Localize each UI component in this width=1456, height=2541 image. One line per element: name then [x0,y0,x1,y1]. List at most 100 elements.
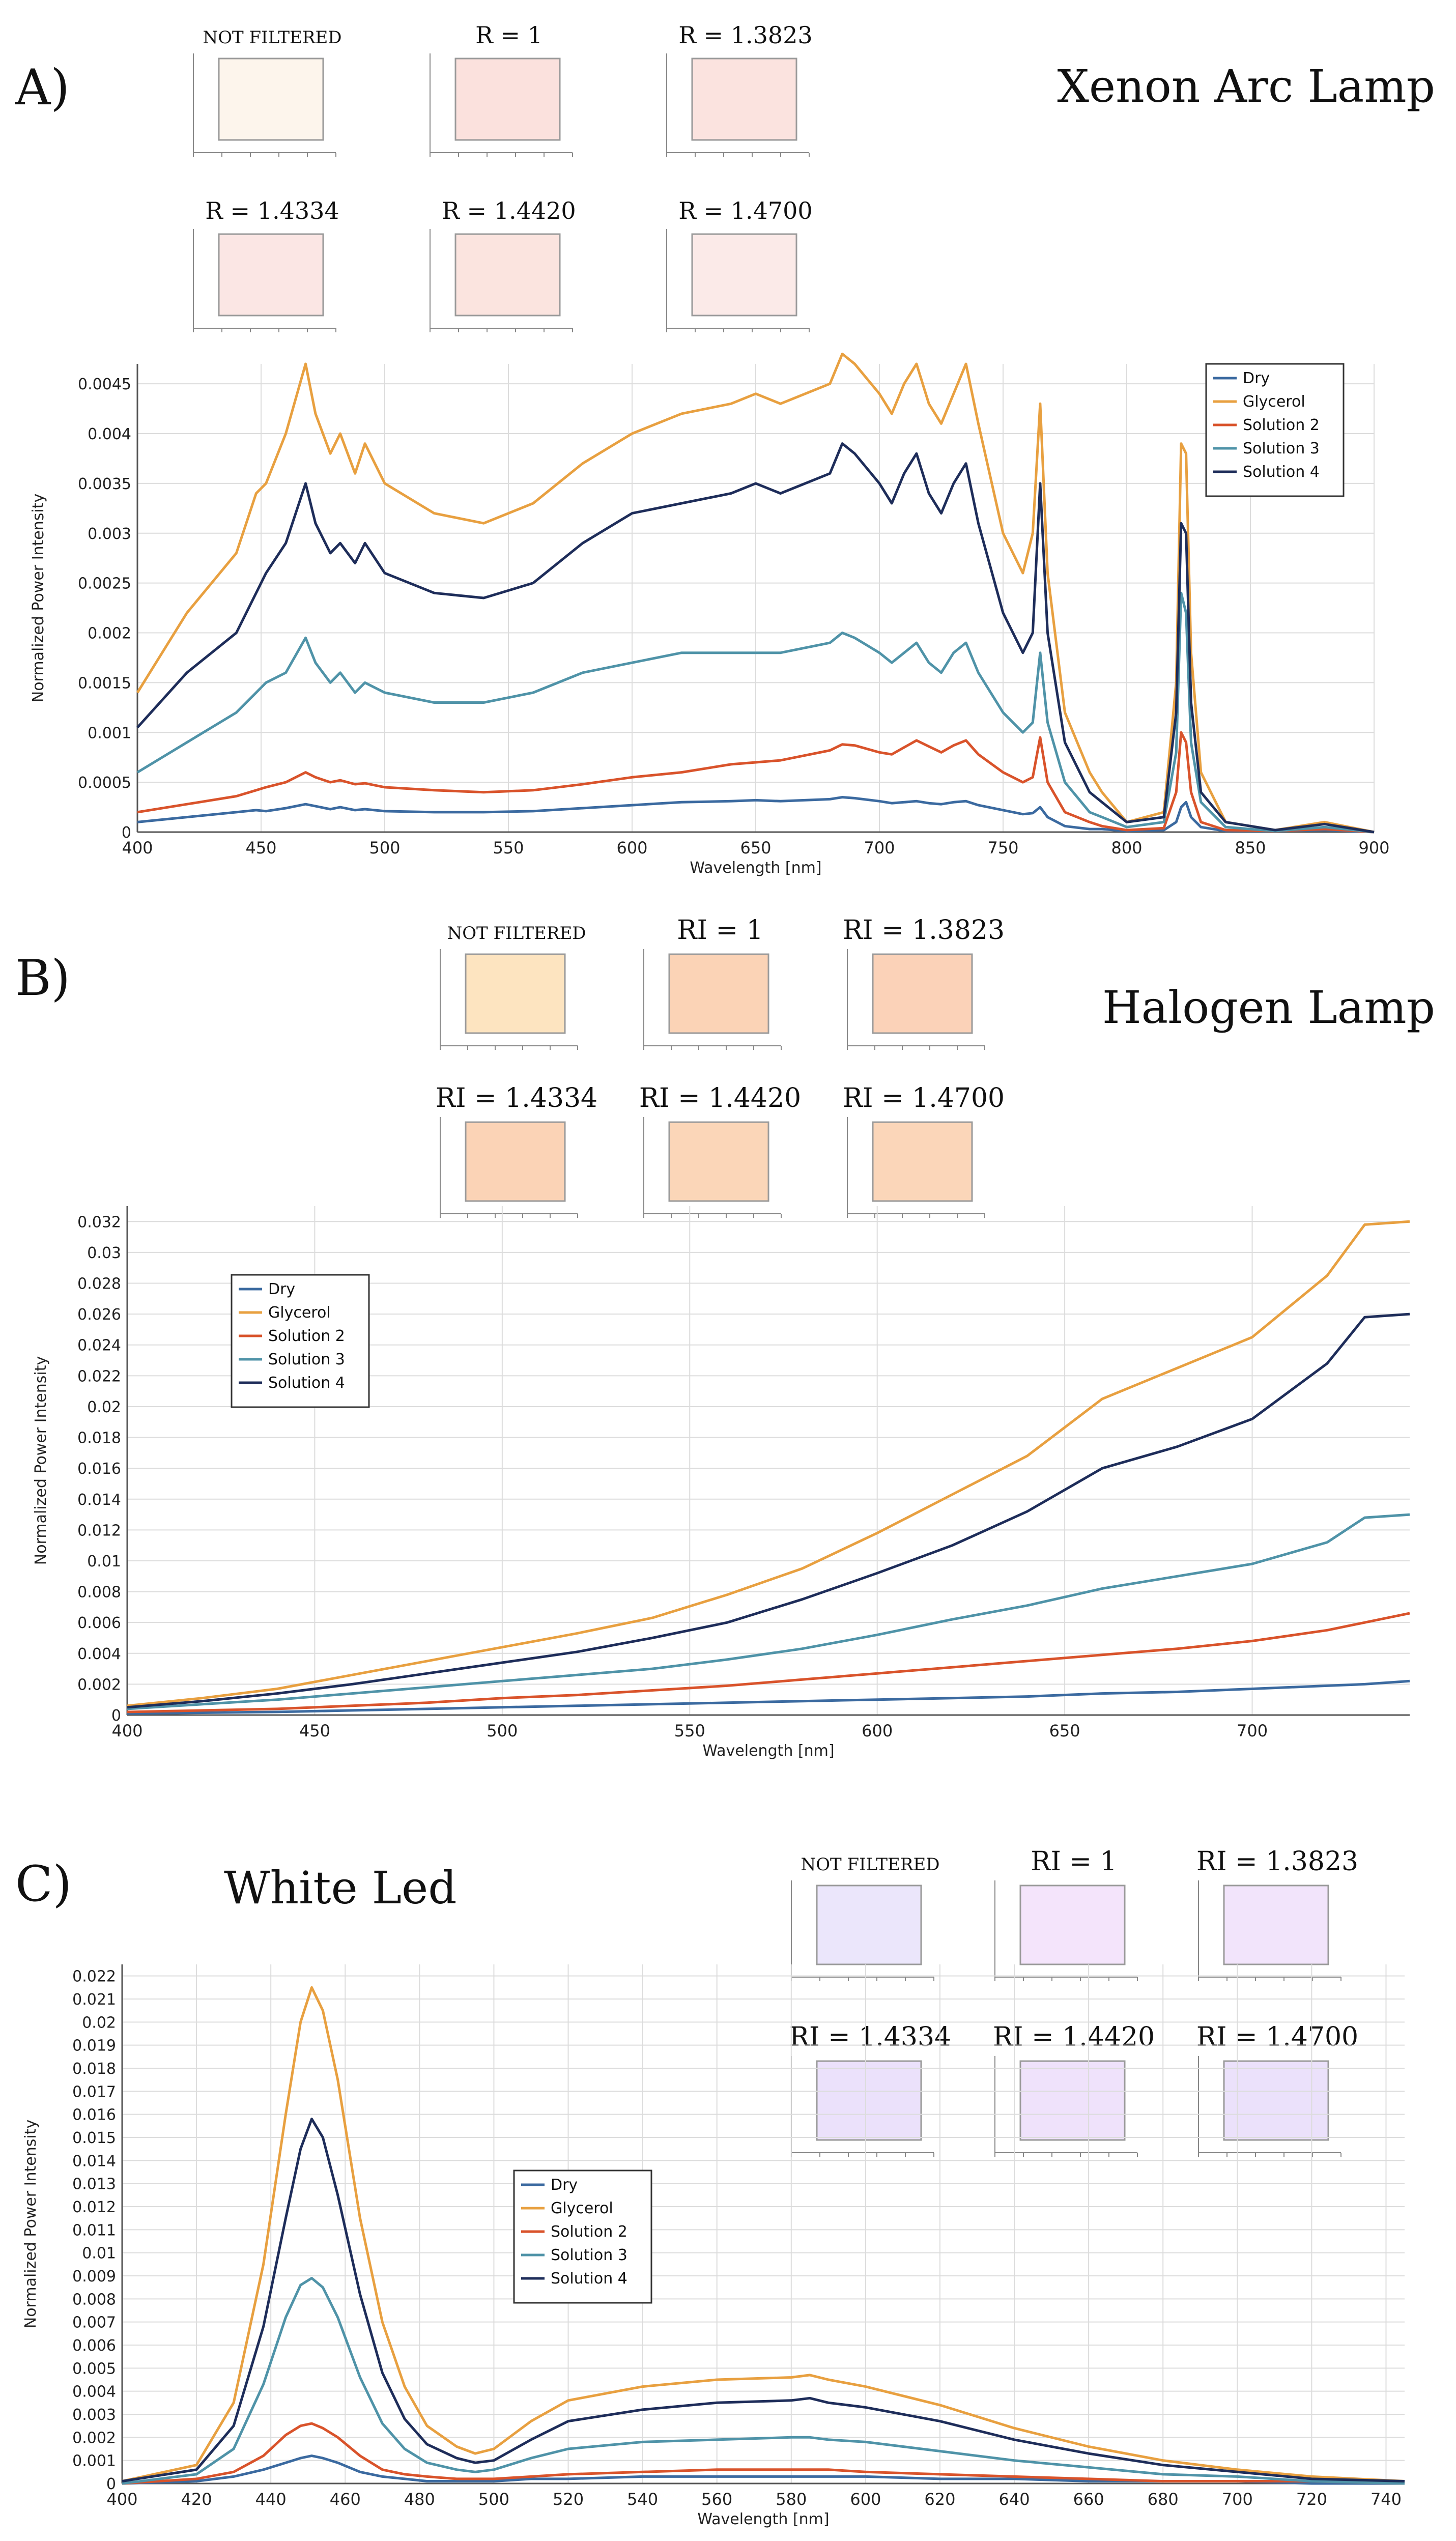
legend-entry: Dry [1243,369,1270,387]
y-tick-label: 0.015 [72,2129,116,2147]
panel-c-swatches: NOT FILTERED RI = 1 RI = 1.3823 RI = 1.4334… [789,1846,1358,2157]
panel-b-label: B) [15,950,70,1007]
color-swatch [816,2060,922,2141]
x-tick-label: 440 [255,2490,287,2509]
x-axis-label: Wavelength [nm] [690,859,821,877]
y-tick-label: 0.01 [82,2245,116,2263]
y-axis-label: Normalized Power Intensity [22,2120,40,2328]
panel-b-chart: 0 0.002 0.004 0.006 0.008 0.01 0.012 0.014 0.016… [32,1206,1410,1760]
y-tick-label: 0.003 [72,2406,116,2424]
swatch-cell: RI = 1 [994,1846,1138,1981]
color-swatch [1019,2060,1126,2141]
panel-c-label: C) [15,1855,72,1912]
y-tick-label: 0.018 [72,2060,116,2078]
x-tick-label: 450 [299,1721,330,1740]
y-tick-label: 0.0045 [78,376,131,393]
swatch-label: RI = 1 [1031,1846,1117,1877]
color-swatch [872,1121,973,1202]
y-tick-label: 0.01 [87,1553,121,1571]
swatch-cell: RI = 1.4420 [993,2022,1155,2157]
swatch-cell: RI = 1.4420 [639,1083,801,1218]
x-tick-label: 800 [1111,838,1142,858]
y-tick-label: 0.0025 [78,575,131,593]
legend-entry: Glycerol [1243,393,1305,411]
series-line-solution-3 [136,591,1375,834]
swatch-label: NOT FILTERED [801,1854,939,1875]
y-axis-label: Normalized Power Intensity [32,1356,50,1565]
swatch-label: RI = 1.4334 [436,1083,597,1114]
y-tick-label: 0.012 [72,2199,116,2216]
swatch-cell: RI = 1.4700 [1196,2022,1358,2157]
x-tick-label: 740 [1371,2490,1402,2509]
color-swatch [218,58,324,141]
y-tick-label: 0.017 [72,2083,116,2101]
y-tick-label: 0.002 [77,1676,121,1694]
x-tick-label: 750 [987,838,1018,858]
legend-box [1205,363,1345,497]
y-tick-label: 0.019 [72,2037,116,2055]
x-tick-label: 650 [1049,1721,1080,1740]
y-tick-label: 0.028 [77,1275,121,1293]
panel-b-lamp-title: Halogen Lamp [1102,981,1435,1034]
x-tick-label: 680 [1148,2490,1179,2509]
series-line-solution-2 [127,1612,1410,1714]
y-tick-label: 0.008 [77,1584,121,1602]
y-tick-label: 0.0035 [78,475,131,493]
y-tick-label: 0.013 [72,2176,116,2193]
x-tick-label: 540 [627,2490,658,2509]
legend: Dry Glycerol Solution 2 Solution 3 Solution … [513,2169,652,2304]
legend-entry: Dry [551,2176,578,2194]
series-line-dry [127,1679,1410,1715]
legend-entry: Glycerol [268,1304,331,1322]
swatch-cell: NOT FILTERED [791,1854,940,1981]
series-line-solution-3 [127,1513,1410,1710]
legend: Dry Glycerol Solution 2 Solution 3 Solution … [231,1274,370,1408]
swatch-cell: R = 1.3823 [666,21,813,157]
y-tick-label: 0.026 [77,1306,121,1324]
legend: Dry Glycerol Solution 2 Solution 3 Solution … [1205,363,1345,497]
panel-c-lamp-title: White Led [224,1862,457,1914]
x-tick-label: 700 [1222,2490,1253,2509]
y-tick-label: 0.014 [72,2152,116,2170]
x-axis-label: Wavelength [nm] [702,1742,834,1760]
y-tick-label: 0.016 [77,1460,121,1478]
series-line-solution-4 [127,1312,1410,1709]
swatch-cell: RI = 1.4334 [789,2022,951,2157]
x-tick-label: 400 [111,1721,142,1740]
swatch-cell: NOT FILTERED [193,27,342,157]
series-line-glycerol [136,352,1375,834]
legend-entry: Dry [268,1280,295,1298]
swatch-cell: RI = 1.4334 [436,1083,597,1218]
legend-entry: Solution 4 [268,1374,345,1392]
color-swatch [691,233,797,317]
color-swatch [668,953,769,1034]
x-tick-label: 600 [850,2490,881,2509]
y-tick-label: 0.024 [77,1337,121,1355]
y-tick-label: 0.011 [72,2221,116,2239]
y-tick-label: 0.0015 [78,674,131,692]
swatch-cell: R = 1.4420 [430,197,576,332]
x-tick-label: 550 [493,838,524,858]
legend-entry: Solution 3 [551,2246,627,2264]
panel-a-swatches: NOT FILTERED R = 1 R = 1.3823 R = 1.4334 R =… [193,21,813,332]
y-tick-label: 0 [111,1707,121,1725]
y-tick-label: 0.004 [77,1645,121,1663]
y-tick-label: 0.03 [87,1244,121,1262]
swatch-label: RI = 1.4700 [1196,2022,1358,2052]
legend-box [231,1274,370,1408]
swatch-label: R = 1.4420 [442,197,576,224]
color-swatch [454,233,561,317]
y-tick-label: 0.021 [72,1991,116,2009]
x-tick-label: 620 [924,2490,955,2509]
y-axis-label: Normalized Power Intensity [30,494,47,702]
x-tick-label: 550 [674,1721,705,1740]
y-tick-label: 0.007 [72,2314,116,2332]
y-tick-label: 0.018 [77,1430,121,1447]
swatch-label: RI = 1.4420 [639,1083,801,1114]
color-swatch [1223,1885,1329,1965]
y-tick-label: 0.002 [72,2429,116,2447]
swatch-label: R = 1.4334 [205,197,339,224]
swatch-cell: RI = 1 [643,915,782,1050]
y-tick-label: 0.02 [87,1398,121,1416]
x-tick-label: 600 [862,1721,893,1740]
